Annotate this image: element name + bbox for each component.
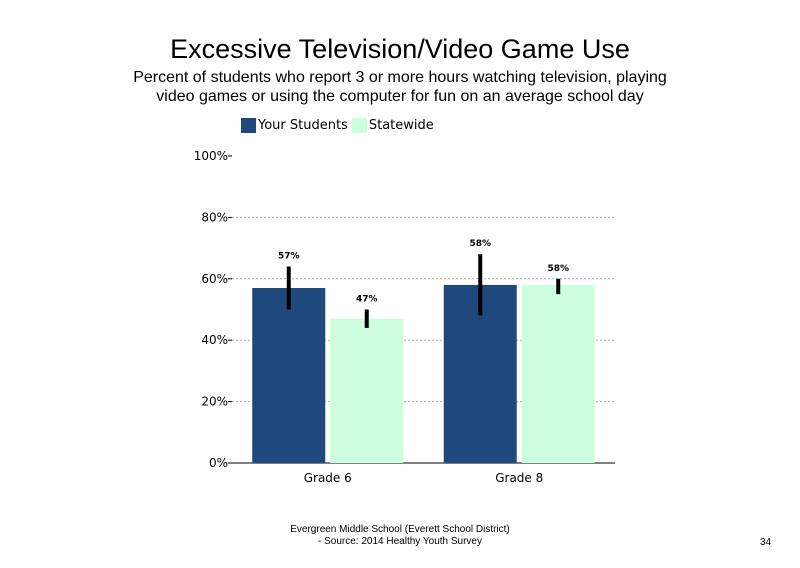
legend-swatch-statewide xyxy=(351,118,367,133)
legend-item-your-students: Your Students xyxy=(241,118,348,133)
bar xyxy=(252,288,326,463)
data-label: 47% xyxy=(356,295,378,305)
legend-label-statewide: Statewide xyxy=(368,118,434,133)
legend-swatch-your-students xyxy=(241,118,256,133)
y-tick-label: 20% xyxy=(201,395,228,409)
x-tick-label: Grade 8 xyxy=(495,471,543,485)
bar xyxy=(521,284,595,463)
y-tick-label: 40% xyxy=(201,333,228,347)
y-tick-label: 0% xyxy=(209,456,228,470)
legend: Your Students Statewide xyxy=(241,118,438,133)
footer-source: Evergreen Middle School (Everett School … xyxy=(250,524,550,548)
legend-item-statewide: Statewide xyxy=(351,118,434,133)
chart-subtitle: Percent of students who report 3 or more… xyxy=(133,69,667,105)
bar xyxy=(330,318,404,463)
chart-title: Excessive Television/Video Game Use xyxy=(170,34,630,64)
x-tick-label: Grade 6 xyxy=(304,471,352,485)
footer-school: Evergreen Middle School (Everett School … xyxy=(290,524,510,535)
y-tick-label: 100% xyxy=(194,149,228,163)
legend-label-your-students: Your Students xyxy=(258,118,348,133)
y-tick-label: 80% xyxy=(201,210,228,224)
data-label: 58% xyxy=(547,264,569,274)
data-label: 58% xyxy=(469,239,491,249)
y-tick-label: 60% xyxy=(201,272,228,286)
data-label: 57% xyxy=(278,252,300,262)
page-number: 34 xyxy=(760,537,772,548)
footer-source-line: - Source: 2014 Healthy Youth Survey xyxy=(318,536,482,547)
